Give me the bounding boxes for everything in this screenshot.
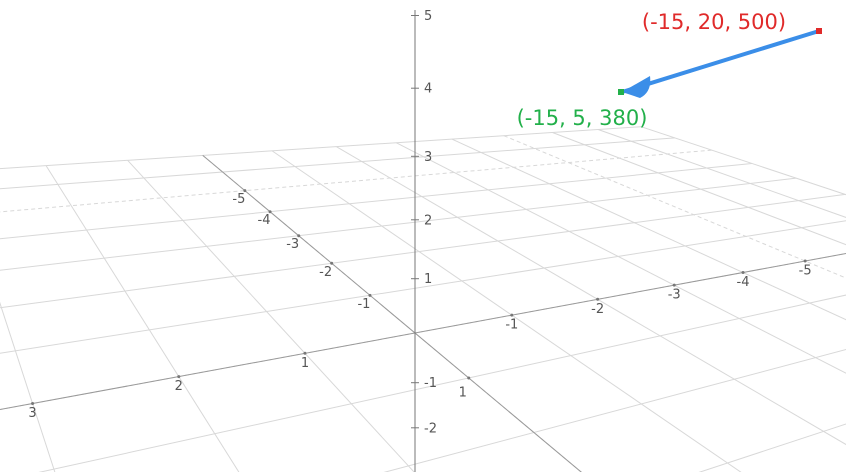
z-tick-label: 2 (424, 213, 432, 228)
grid-line (0, 162, 752, 240)
u-tick (368, 293, 372, 297)
grid-line (698, 423, 846, 472)
v-tick (741, 270, 745, 274)
grid-line (503, 135, 846, 279)
end-point (816, 28, 822, 34)
u-tick (268, 210, 272, 214)
grid-line (127, 159, 415, 472)
z-tick-label: -2 (424, 421, 437, 436)
tick-labels: 5 4 3 2 1 -1 -2 -5 -4 -3 -2 -1 1 -5 -4 -3 -2 -1 1 2 3 (28, 9, 811, 436)
vector-line (621, 29, 820, 94)
v-tick-label: 1 (301, 356, 309, 371)
z-tick-label: 4 (424, 82, 432, 97)
v-tick-label: 2 (175, 379, 183, 394)
grid-line (271, 150, 742, 472)
grid-line (0, 137, 675, 190)
v-axis (0, 252, 846, 411)
u-axis (202, 155, 582, 472)
grid-line (0, 126, 642, 170)
z-tick-label: 3 (424, 150, 432, 165)
start-point (618, 89, 624, 95)
u-tick-label: 1 (459, 385, 467, 400)
v-tick (596, 297, 600, 301)
v-tick-label: -4 (737, 275, 750, 290)
grid-line (0, 252, 846, 411)
start-label: (-15, 5, 380) (517, 106, 648, 130)
grid-line (383, 349, 846, 472)
v-tick-label: -3 (668, 288, 681, 303)
v-tick-label: -5 (799, 264, 812, 279)
z-tick-label: -1 (424, 376, 437, 391)
grid-line (45, 165, 240, 472)
u-tick-label: -3 (286, 237, 299, 252)
v-tick (303, 351, 307, 355)
grid-line (395, 142, 846, 374)
u-tick-label: -1 (357, 297, 370, 312)
v-tick-label: 3 (28, 406, 36, 421)
u-tick (467, 376, 471, 380)
arrow-head (622, 76, 651, 98)
u-tick (297, 234, 301, 238)
grid-line (336, 146, 846, 446)
v-tick (803, 259, 807, 263)
grid-line (552, 132, 846, 246)
grid-line (202, 155, 582, 472)
v-tick (31, 402, 35, 406)
u-tick-label: -4 (258, 213, 271, 228)
v-tick (177, 375, 181, 379)
vector: (-15, 20, 500) (-15, 5, 380) (517, 10, 822, 130)
u-tick-label: -5 (232, 192, 245, 207)
axes (0, 10, 846, 472)
u-tick (330, 261, 334, 265)
grid-line (597, 129, 846, 218)
grid-line (0, 149, 712, 213)
u-tick (243, 189, 247, 193)
v-tick (672, 283, 676, 287)
grid-line (0, 220, 846, 354)
grid-line (640, 126, 846, 196)
ground-grid (0, 126, 846, 472)
z-tick-label: 1 (424, 272, 432, 287)
u-tick-label: -2 (319, 265, 332, 280)
grid-line (451, 138, 846, 321)
v-tick (510, 313, 514, 317)
grid-line (0, 193, 846, 309)
grid-line (38, 294, 846, 472)
end-label: (-15, 20, 500) (642, 10, 786, 34)
grid-line (0, 301, 56, 472)
v-tick-label: -2 (591, 302, 604, 317)
z-tick-label: 5 (424, 9, 432, 24)
v-tick-label: -1 (505, 318, 518, 333)
grid-line (0, 177, 797, 271)
